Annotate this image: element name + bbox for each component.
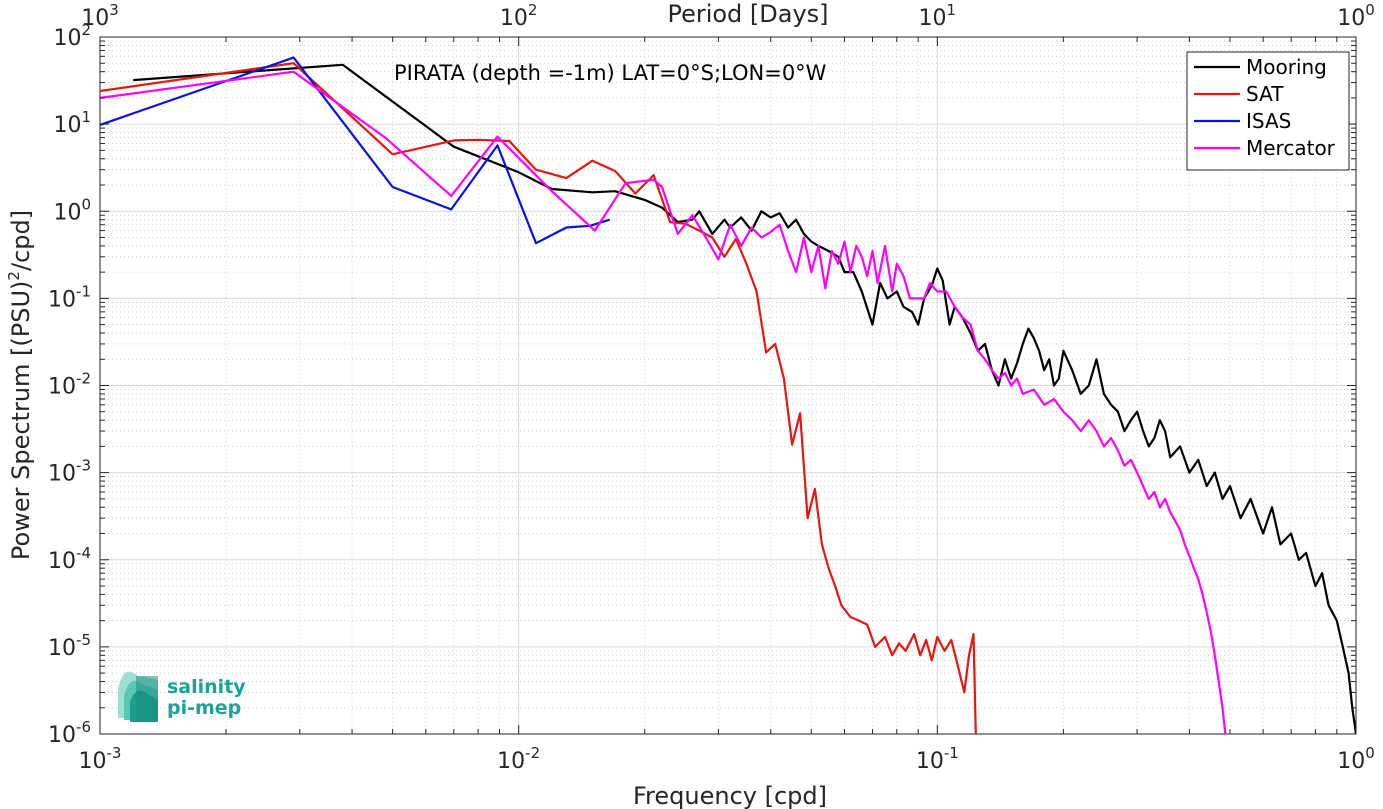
y-axis-label: Power Spectrum [(PSU)2/cpd] bbox=[5, 210, 35, 560]
major-grid bbox=[99, 36, 1357, 735]
y-tick-label-exponent: -3 bbox=[76, 457, 91, 475]
x-tick-label-base: 10 bbox=[916, 749, 944, 774]
x-tick-label-base: 10 bbox=[79, 749, 107, 774]
y-axis-label-sup: 2 bbox=[5, 271, 23, 281]
y-tick-label-base: 10 bbox=[48, 723, 76, 748]
y-tick-label: 10-2 bbox=[48, 370, 91, 400]
y-tick-label-base: 10 bbox=[53, 26, 81, 51]
legend-label-mooring: Mooring bbox=[1246, 55, 1327, 79]
x-tick-label-exponent: -3 bbox=[107, 744, 122, 762]
y-tick-label-base: 10 bbox=[53, 200, 81, 225]
y-tick-label: 101 bbox=[53, 108, 91, 138]
top-tick-label-base: 10 bbox=[1337, 6, 1365, 31]
y-tick-label-exponent: 2 bbox=[81, 21, 91, 39]
top-tick-label: 102 bbox=[500, 1, 538, 31]
x-axis-label: Frequency [cpd] bbox=[633, 782, 827, 809]
legend-box bbox=[1186, 51, 1350, 171]
x-tick-label-exponent: 0 bbox=[1365, 744, 1375, 762]
top-tick-label-exponent: 1 bbox=[947, 1, 957, 19]
top-tick-label-exponent: 0 bbox=[1365, 1, 1375, 19]
y-tick-label: 10-5 bbox=[48, 631, 91, 661]
top-tick-labels: 103 102 101 100 bbox=[81, 1, 1375, 31]
y-tick-label-exponent: -4 bbox=[76, 544, 91, 562]
logo-text-line2: pi-mep bbox=[167, 697, 241, 719]
top-tick-label-base: 10 bbox=[919, 6, 947, 31]
salinity-pi-mep-logo: salinity pi-mep bbox=[118, 671, 246, 722]
x-tick-label: 100 bbox=[1337, 744, 1375, 774]
y-tick-label-base: 10 bbox=[48, 462, 76, 487]
y-tick-label-exponent: 0 bbox=[81, 195, 91, 213]
top-tick-label: 101 bbox=[919, 1, 957, 31]
y-tick-label: 10-1 bbox=[48, 282, 91, 312]
y-tick-label: 100 bbox=[53, 195, 91, 225]
y-tick-label-base: 10 bbox=[48, 375, 76, 400]
legend-label-sat: SAT bbox=[1246, 82, 1284, 106]
y-tick-label-exponent: 1 bbox=[81, 108, 91, 126]
tick-marks bbox=[99, 36, 1357, 735]
y-axis-label-tail: /cpd] bbox=[7, 210, 35, 271]
y-tick-label-base: 10 bbox=[48, 549, 76, 574]
series-line-mooring bbox=[133, 63, 1356, 734]
y-tick-label: 10-3 bbox=[48, 457, 91, 487]
top-axis-label: Period [Days] bbox=[667, 0, 828, 28]
x-tick-label: 10-3 bbox=[79, 744, 122, 774]
legend-label-mercator: Mercator bbox=[1246, 136, 1336, 160]
series-group bbox=[100, 56, 1356, 734]
x-tick-label-exponent: -2 bbox=[525, 744, 540, 762]
logo-wave-icon bbox=[118, 671, 158, 722]
series-line-sat bbox=[100, 62, 977, 734]
top-tick-label: 100 bbox=[1337, 1, 1375, 31]
top-tick-label-exponent: 2 bbox=[528, 1, 538, 19]
top-tick-label-base: 10 bbox=[500, 6, 528, 31]
x-tick-label-base: 10 bbox=[1337, 749, 1365, 774]
y-tick-label-base: 10 bbox=[48, 636, 76, 661]
y-tick-label-exponent: -6 bbox=[76, 718, 91, 736]
top-tick-label-exponent: 3 bbox=[109, 1, 119, 19]
top-tick-label-base: 10 bbox=[81, 6, 109, 31]
legend-label-isas: ISAS bbox=[1246, 109, 1291, 133]
y-axis-label-main: Power Spectrum [(PSU) bbox=[7, 281, 35, 560]
y-tick-label-exponent: -5 bbox=[76, 631, 91, 649]
y-tick-label-exponent: -2 bbox=[76, 370, 91, 388]
x-tick-label: 10-2 bbox=[497, 744, 540, 774]
x-tick-label: 10-1 bbox=[916, 744, 959, 774]
y-tick-label-base: 10 bbox=[53, 113, 81, 138]
y-tick-label: 10-4 bbox=[48, 544, 91, 574]
legend: Mooring SAT ISAS Mercator bbox=[1186, 51, 1350, 171]
y-tick-label-base: 10 bbox=[48, 287, 76, 312]
logo-text-line1: salinity bbox=[167, 676, 246, 698]
y-tick-label: 10-6 bbox=[48, 718, 91, 748]
legend-items: Mooring SAT ISAS Mercator bbox=[1194, 55, 1336, 160]
x-tick-labels: 10-3 10-2 10-1 100 bbox=[79, 744, 1375, 774]
series-line-isas bbox=[100, 56, 611, 245]
chart-title: PIRATA (depth =-1m) LAT=0°S;LON=0°W bbox=[394, 61, 827, 85]
y-tick-label: 102 bbox=[53, 21, 91, 51]
x-tick-label-base: 10 bbox=[497, 749, 525, 774]
series-line-mercator bbox=[100, 70, 1227, 734]
x-tick-label-exponent: -1 bbox=[944, 744, 959, 762]
y-tick-label-exponent: -1 bbox=[76, 282, 91, 300]
top-tick-label: 103 bbox=[81, 1, 119, 31]
